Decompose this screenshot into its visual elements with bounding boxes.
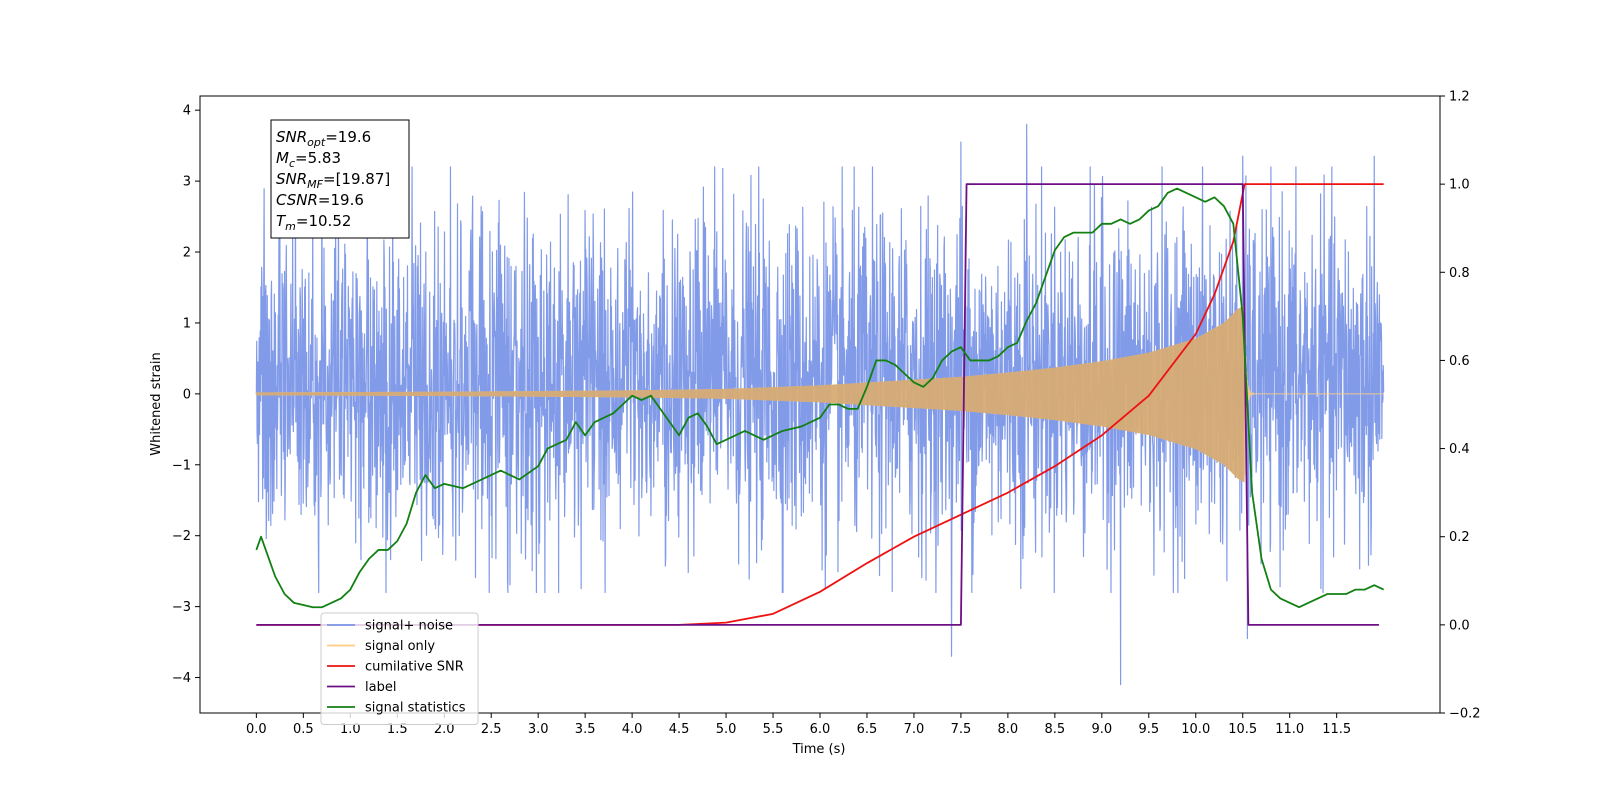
legend-label: signal only: [365, 639, 435, 654]
x-tick-label: 8.5: [1045, 722, 1066, 737]
x-tick-label: 7.5: [951, 722, 972, 737]
x-tick-label: 11.5: [1322, 722, 1351, 737]
x-tick-label: 0.0: [246, 722, 267, 737]
x-tick-label: 11.0: [1275, 722, 1304, 737]
x-tick-label: 4.5: [669, 722, 690, 737]
y-left-tick-label: 4: [183, 104, 191, 119]
x-tick-label: 1.0: [340, 722, 361, 737]
y-right-tick-label: 0.4: [1449, 442, 1470, 457]
y-right-tick-label: 0.0: [1449, 618, 1470, 633]
x-tick-label: 10.0: [1181, 722, 1210, 737]
x-tick-label: 6.5: [857, 722, 878, 737]
series-label: [256, 183, 1379, 626]
legend-frame: [320, 612, 479, 725]
series-signal-only-envelope: [256, 305, 1245, 483]
x-tick-label: 4.0: [622, 722, 643, 737]
info-line: Tm=10.52: [276, 212, 351, 233]
x-tick-label: 1.5: [387, 722, 408, 737]
y-right-tick-label: −0.2: [1449, 707, 1481, 722]
y-right-tick-label: 0.8: [1449, 266, 1470, 281]
x-tick-label: 5.0: [716, 722, 737, 737]
x-axis-label: Time (s): [792, 742, 846, 757]
x-tick-label: 2.0: [434, 722, 455, 737]
plot-area: [255, 123, 1385, 686]
y-axis-label-left: Whitened strain: [149, 352, 164, 455]
info-line: CSNR=19.6: [276, 191, 364, 209]
info-box-frame: [270, 119, 410, 239]
y-right-tick-label: 0.6: [1449, 354, 1470, 369]
x-tick-label: 2.5: [481, 722, 502, 737]
y-left-tick-label: −3: [172, 600, 191, 615]
legend-label: label: [365, 680, 396, 695]
legend: signal+ noise signal only cumilative SNR la…: [320, 612, 479, 725]
x-tick-label: 3.5: [575, 722, 596, 737]
legend-label: cumilative SNR: [365, 660, 464, 675]
legend-label: signal+ noise: [365, 619, 453, 634]
y-axis-right: −0.2 0.0 0.2 0.4 0.6 0.8 1.0 1.2: [1440, 90, 1481, 722]
y-left-tick-label: 2: [183, 246, 191, 261]
series-cumilative-snr: [256, 183, 1384, 626]
y-left-tick-label: −4: [172, 671, 191, 686]
x-tick-label: 9.0: [1091, 722, 1112, 737]
x-tick-label: 8.0: [998, 722, 1019, 737]
y-right-tick-label: 0.2: [1449, 530, 1470, 545]
x-axis: 0.0 0.5 1.0 1.5 2.0 2.5 3.0 3.5 4.0 4.5 5.0 5.5 6.0 6…: [246, 713, 1351, 737]
y-left-tick-label: 1: [183, 316, 191, 331]
info-line: SNRMF=[19.87]: [276, 170, 390, 191]
x-tick-label: 0.5: [293, 722, 314, 737]
y-left-tick-label: 3: [183, 175, 191, 190]
x-tick-label: 3.0: [528, 722, 549, 737]
info-box: SNRopt=19.6Mc=5.83SNRMF=[19.87]CSNR=19.6…: [270, 119, 410, 239]
x-tick-label: 5.5: [763, 722, 784, 737]
y-right-tick-label: 1.2: [1449, 90, 1470, 105]
series-signal-statistics: [255, 187, 1385, 609]
x-tick-label: 9.5: [1138, 722, 1159, 737]
legend-label: signal statistics: [365, 701, 466, 716]
series-signal-plus-noise: [255, 123, 1385, 686]
x-tick-label: 10.5: [1228, 722, 1257, 737]
y-right-tick-label: 1.0: [1449, 178, 1470, 193]
y-left-tick-label: 0: [183, 387, 191, 402]
y-left-tick-label: −1: [172, 458, 191, 473]
y-axis-left: −4 −3 −2 −1 0 1 2 3 4: [172, 104, 200, 686]
info-line: SNRopt=19.6: [276, 128, 371, 149]
info-line: Mc=5.83: [276, 149, 341, 170]
x-tick-label: 6.0: [810, 722, 831, 737]
y-left-tick-label: −2: [172, 529, 191, 544]
x-tick-label: 7.0: [904, 722, 925, 737]
